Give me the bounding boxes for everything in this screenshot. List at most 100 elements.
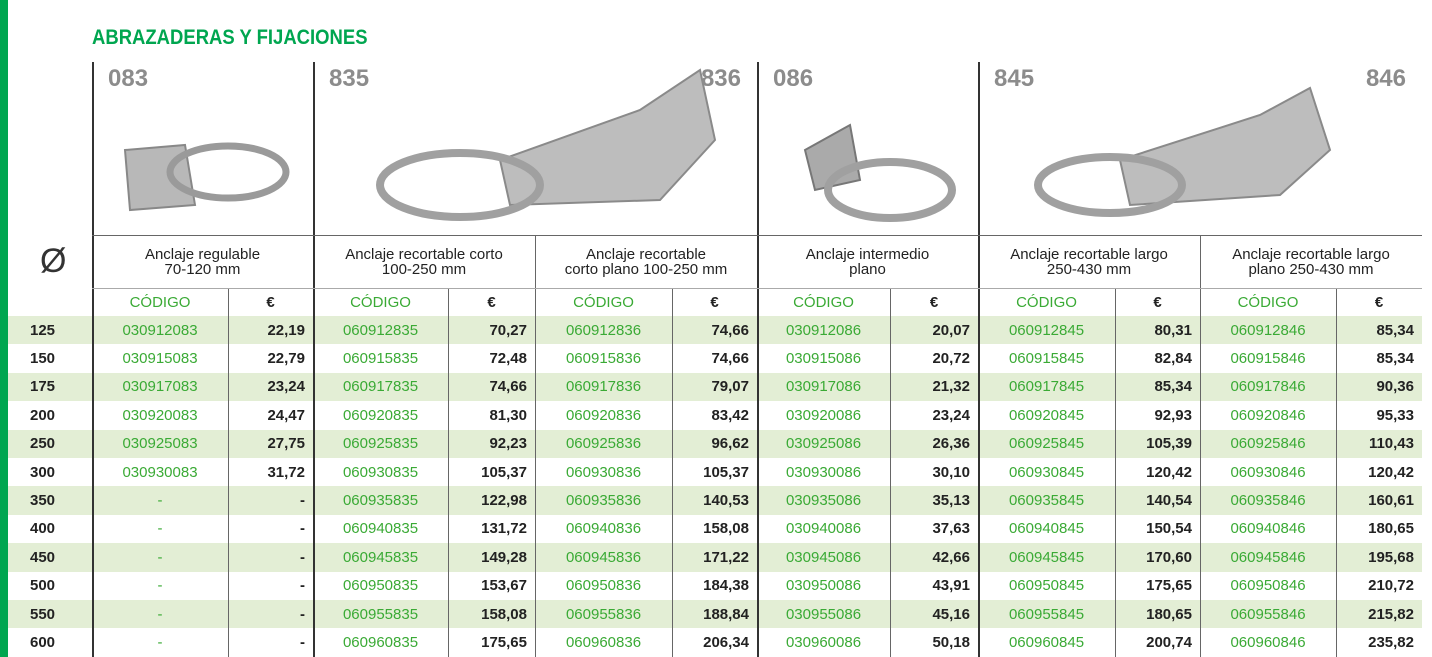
group-divider	[313, 62, 315, 657]
price-cell: 23,24	[267, 378, 305, 396]
price-cell: 23,24	[932, 406, 970, 424]
code-cell: 060940836	[565, 520, 642, 538]
code-cell: 060955835	[342, 605, 419, 623]
code-cell: 030925086	[785, 435, 862, 453]
code-cell: 060925846	[1230, 435, 1306, 453]
price-cell: 90,36	[1376, 378, 1414, 396]
price-cell: 180,65	[1146, 605, 1192, 623]
code-cell: -	[157, 577, 163, 595]
price-cell: 105,37	[703, 463, 749, 481]
price-cell: 35,13	[932, 492, 970, 510]
price-cell: 131,72	[481, 520, 527, 538]
code-cell: 030940086	[785, 520, 862, 538]
code-cell: 030917086	[785, 378, 862, 396]
code-cell: 060955836	[565, 605, 642, 623]
price-header: €	[710, 293, 719, 311]
price-cell: 27,75	[267, 435, 305, 453]
diameter-label: 300	[30, 463, 56, 481]
price-cell: -	[300, 605, 305, 623]
price-cell: 83,42	[711, 406, 749, 424]
row-shade	[8, 486, 1422, 515]
group-divider	[92, 62, 94, 657]
row-shade	[8, 316, 1422, 345]
price-cell: 22,79	[267, 350, 305, 368]
header-rule	[92, 235, 1422, 236]
code-cell: 060955845	[1008, 605, 1085, 623]
price-cell: 170,60	[1146, 548, 1192, 566]
code-cell: -	[157, 520, 163, 538]
code-cell: 060925835	[342, 435, 419, 453]
code-cell: 030917083	[122, 378, 198, 396]
price-cell: 153,67	[481, 577, 527, 595]
code-cell: 060945846	[1230, 548, 1306, 566]
code-cell: 030925083	[122, 435, 198, 453]
diameter-label: 550	[30, 605, 56, 623]
product-number: 835	[329, 65, 370, 92]
code-cell: 060925836	[565, 435, 642, 453]
diameter-label: 200	[30, 406, 56, 424]
diameter-label: 175	[30, 378, 56, 396]
code-header: CÓDIGO	[350, 293, 411, 311]
price-cell: 200,74	[1146, 634, 1192, 652]
code-cell: -	[157, 548, 163, 566]
column-divider	[672, 288, 673, 657]
price-cell: 122,98	[481, 492, 527, 510]
code-cell: 060935845	[1008, 492, 1085, 510]
price-cell: 74,66	[711, 350, 749, 368]
code-cell: 060912846	[1230, 321, 1306, 339]
code-cell: 060920845	[1008, 406, 1085, 424]
price-cell: 160,61	[1368, 492, 1414, 510]
price-cell: 70,27	[489, 321, 527, 339]
code-cell: 060920846	[1230, 406, 1306, 424]
price-cell: 37,63	[932, 520, 970, 538]
code-cell: 060930846	[1230, 463, 1306, 481]
title: ABRAZADERAS Y FIJACIONES	[92, 26, 368, 49]
code-cell: 060920836	[565, 406, 642, 424]
code-cell: 030920086	[785, 406, 862, 424]
code-cell: 060960836	[565, 634, 642, 652]
code-cell: 030920083	[122, 406, 198, 424]
code-cell: 060930845	[1008, 463, 1085, 481]
code-cell: 060915836	[565, 350, 642, 368]
column-divider	[535, 236, 536, 657]
price-cell: -	[300, 492, 305, 510]
price-cell: 158,08	[703, 520, 749, 538]
code-cell: 060917836	[565, 378, 642, 396]
price-cell: 92,23	[489, 435, 527, 453]
code-cell: -	[157, 634, 163, 652]
code-cell: 060935835	[342, 492, 419, 510]
code-cell: 060945835	[342, 548, 419, 566]
diameter-label: 400	[30, 520, 56, 538]
code-cell: 060930835	[342, 463, 419, 481]
column-divider	[1200, 236, 1201, 657]
price-cell: 140,54	[1146, 492, 1192, 510]
diameter-label: 150	[30, 350, 56, 368]
code-cell: 030945086	[785, 548, 862, 566]
price-cell: 158,08	[481, 605, 527, 623]
code-cell: 030915086	[785, 350, 862, 368]
description: Anclaje recortable largo plano 250-430 m…	[1232, 246, 1390, 278]
price-cell: 26,36	[932, 435, 970, 453]
price-cell: -	[300, 634, 305, 652]
price-cell: 42,66	[932, 548, 970, 566]
code-cell: 060915845	[1008, 350, 1085, 368]
price-cell: 175,65	[1146, 577, 1192, 595]
price-cell: 72,48	[489, 350, 527, 368]
column-divider	[1336, 288, 1337, 657]
price-cell: 110,43	[1368, 435, 1414, 453]
code-cell: 060955846	[1230, 605, 1306, 623]
code-cell: 060920835	[342, 406, 419, 424]
price-cell: 140,53	[703, 492, 749, 510]
price-cell: 45,16	[932, 605, 970, 623]
price-cell: 105,37	[481, 463, 527, 481]
price-cell: 150,54	[1146, 520, 1192, 538]
price-header: €	[929, 293, 939, 311]
price-cell: 79,07	[711, 378, 749, 396]
description: Anclaje recortable corto 100-250 mm	[345, 246, 503, 278]
description: Anclaje regulable 70-120 mm	[144, 246, 261, 278]
code-cell: 060925845	[1008, 435, 1085, 453]
code-cell: 060950845	[1008, 577, 1085, 595]
diameter-label: 450	[30, 548, 56, 566]
clamp-083	[123, 142, 290, 212]
price-cell: 81,30	[489, 406, 527, 424]
